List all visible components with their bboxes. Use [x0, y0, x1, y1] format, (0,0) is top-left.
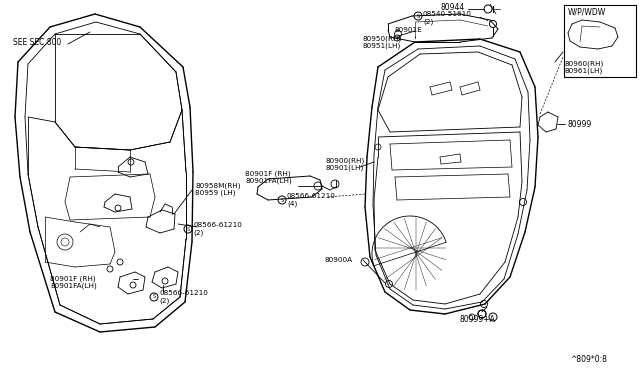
Text: 08566-61210
(2): 08566-61210 (2) [159, 290, 208, 304]
Text: 80999+A: 80999+A [460, 315, 496, 324]
Text: 80900(RH)
80901(LH): 80900(RH) 80901(LH) [326, 157, 365, 171]
Text: 80958M(RH)
80959 (LH): 80958M(RH) 80959 (LH) [195, 182, 241, 196]
Text: ^809*0:8: ^809*0:8 [570, 356, 607, 365]
Text: S: S [417, 13, 420, 19]
Text: 80900A: 80900A [325, 257, 353, 263]
Bar [564, 5, 636, 77]
Text: 80999: 80999 [568, 119, 592, 128]
Text: 08540-51610
(2): 08540-51610 (2) [423, 11, 472, 25]
Text: S: S [152, 295, 156, 299]
Text: 08566-61210
(4): 08566-61210 (4) [287, 193, 336, 207]
Text: 80950(RH)
80951(LH): 80950(RH) 80951(LH) [363, 35, 403, 49]
Text: SEE SEC.800: SEE SEC.800 [13, 38, 61, 46]
Text: 80944: 80944 [441, 3, 465, 12]
Text: 80901E: 80901E [395, 27, 423, 33]
Text: W/P/WDW: W/P/WDW [568, 7, 606, 16]
Text: S: S [186, 227, 189, 231]
Text: 80960(RH)
80961(LH): 80960(RH) 80961(LH) [565, 60, 604, 74]
Text: 08566-61210
(2): 08566-61210 (2) [193, 222, 242, 236]
Text: S: S [280, 198, 284, 202]
Text: 80901F (RH)
80901FA(LH): 80901F (RH) 80901FA(LH) [245, 170, 292, 184]
Text: 80901F (RH)
80901FA(LH): 80901F (RH) 80901FA(LH) [50, 275, 97, 289]
